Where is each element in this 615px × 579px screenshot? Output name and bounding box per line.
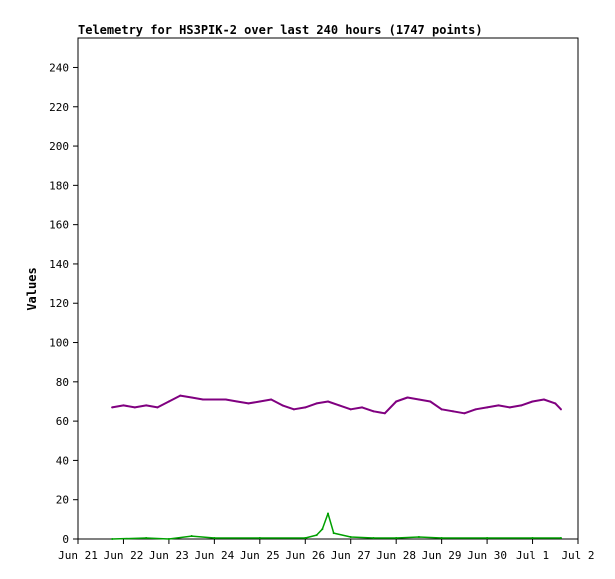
data-point	[559, 408, 562, 411]
data-point	[167, 400, 170, 403]
x-tick-label: Jul 1	[516, 549, 549, 562]
data-point	[361, 406, 364, 409]
x-tick-label: Jun 21	[58, 549, 98, 562]
y-tick-label: 20	[56, 494, 69, 507]
y-tick-label: 200	[49, 140, 69, 153]
y-tick-label: 220	[49, 101, 69, 114]
x-tick-label: Jun 28	[376, 549, 416, 562]
y-tick-label: 0	[62, 533, 69, 546]
x-tick-label: Jun 30	[467, 549, 507, 562]
y-axis: 0 20 40 60 80 100 120 140 160 180 200 220 240	[49, 61, 78, 546]
data-point	[315, 402, 318, 405]
data-point	[383, 412, 386, 415]
data-point	[258, 400, 261, 403]
data-point	[327, 512, 329, 515]
x-tick-label: Jun 25	[240, 549, 280, 562]
y-tick-label: 60	[56, 415, 69, 428]
data-point	[281, 404, 284, 407]
y-tick-label: 160	[49, 219, 69, 232]
chart-title: Telemetry for HS3PIK-2 over last 240 hou…	[78, 23, 483, 37]
x-tick-label: Jun 24	[194, 549, 234, 562]
plot-frame	[77, 37, 579, 540]
data-point	[315, 534, 318, 537]
data-point	[270, 398, 273, 401]
data-point	[258, 537, 261, 540]
data-point	[349, 536, 352, 539]
data-point	[156, 406, 159, 409]
y-axis-label: Values	[25, 267, 39, 310]
data-point	[304, 406, 307, 409]
x-tick-label: Jun 26	[285, 549, 325, 562]
x-tick-label: Jun 23	[149, 549, 189, 562]
y-tick-label: 120	[49, 297, 69, 310]
y-tick-label: 80	[56, 376, 69, 389]
data-point	[304, 537, 307, 540]
series-layer	[111, 394, 562, 540]
data-point	[372, 410, 375, 413]
data-point	[486, 537, 489, 540]
data-point	[213, 398, 216, 401]
x-axis: Jun 21 Jun 22 Jun 23 Jun 24 Jun 25 Jun 26 Jun …	[58, 539, 595, 562]
data-point	[327, 400, 329, 403]
data-point	[417, 536, 420, 539]
y-tick-label: 240	[49, 61, 69, 74]
data-point	[474, 408, 477, 411]
data-point	[395, 537, 398, 540]
data-point	[508, 406, 511, 409]
data-point	[559, 537, 562, 540]
data-point	[395, 400, 398, 403]
series-line-1	[112, 512, 561, 540]
data-point	[111, 406, 114, 409]
y-tick-label: 180	[49, 179, 69, 192]
data-point	[440, 408, 443, 411]
data-point	[349, 408, 352, 411]
x-tick-label: Jul 2	[561, 549, 594, 562]
data-point	[372, 537, 375, 540]
data-point	[463, 412, 466, 415]
data-point	[292, 408, 295, 411]
data-point	[202, 398, 204, 401]
data-point	[554, 402, 557, 405]
data-point	[236, 400, 239, 403]
data-point	[145, 404, 148, 407]
data-point	[497, 404, 500, 407]
data-point	[133, 406, 136, 409]
x-tick-label: Jun 22	[104, 549, 144, 562]
data-point	[542, 398, 545, 401]
data-point	[531, 400, 534, 403]
data-point	[213, 537, 216, 540]
data-point	[190, 396, 193, 399]
y-tick-label: 40	[56, 454, 69, 467]
data-point	[145, 537, 148, 540]
series-line-0	[111, 394, 562, 415]
x-tick-label: Jun 27	[331, 549, 371, 562]
data-point	[321, 528, 324, 531]
data-point	[224, 398, 227, 401]
data-point	[167, 538, 170, 540]
data-point	[332, 532, 335, 535]
data-point	[190, 535, 193, 538]
data-point	[440, 537, 443, 540]
y-tick-label: 140	[49, 258, 69, 271]
data-point	[111, 538, 114, 540]
data-point	[406, 396, 409, 399]
data-point	[179, 394, 182, 397]
x-tick-label: Jun 29	[422, 549, 462, 562]
data-point	[486, 406, 489, 409]
data-point	[122, 404, 125, 407]
data-point	[247, 402, 250, 405]
data-point	[520, 404, 523, 407]
data-point	[338, 404, 341, 407]
data-point	[452, 410, 454, 413]
data-point	[417, 398, 420, 401]
y-tick-label: 100	[49, 337, 69, 350]
data-point	[531, 537, 534, 540]
data-point	[429, 400, 432, 403]
